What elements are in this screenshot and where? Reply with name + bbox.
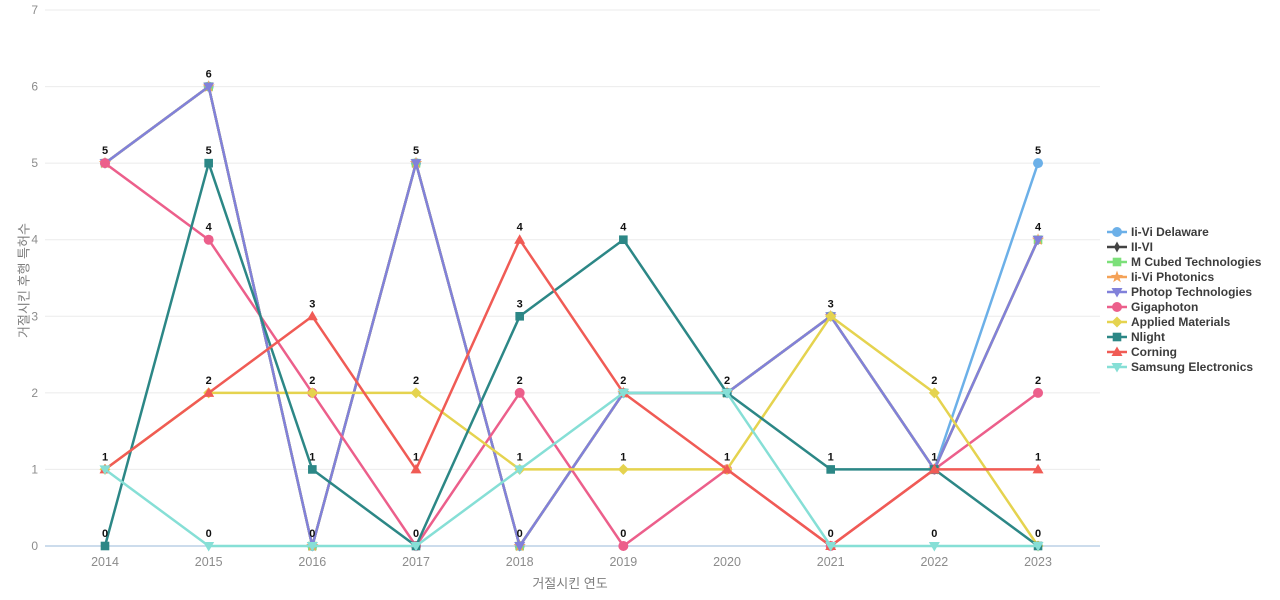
series-nlight	[100, 158, 1043, 551]
point-value-label: 0	[828, 528, 834, 540]
ii-vi-photonics-legend-marker-icon	[1107, 270, 1127, 282]
m-cubed-technologies-legend-marker-icon	[1107, 257, 1127, 266]
legend-label: Nlight	[1131, 329, 1165, 344]
legend-label: Applied Materials	[1131, 314, 1231, 329]
point-value-label: 0	[517, 528, 523, 540]
corning-legend-marker-icon	[1107, 346, 1127, 356]
point-value-label: 2	[931, 375, 937, 387]
legend-item-gigaphoton[interactable]: Gigaphoton	[1106, 299, 1261, 314]
x-tick-label: 2015	[195, 555, 223, 569]
point-value-label: 1	[517, 451, 523, 463]
point-value-label: 0	[1035, 528, 1041, 540]
point-value-label: 1	[102, 451, 108, 463]
point-value-label: 1	[309, 451, 315, 463]
y-tick-label: 5	[31, 156, 38, 170]
legend-label: M Cubed Technologies	[1131, 254, 1262, 269]
point-value-label: 2	[1035, 375, 1041, 387]
y-tick-label: 7	[31, 3, 38, 17]
series-gigaphoton	[100, 158, 1044, 551]
samsung-electronics-legend-marker-icon	[1107, 362, 1127, 372]
point-value-label: 0	[931, 528, 937, 540]
point-value-label: 2	[724, 375, 730, 387]
point-value-label: 2	[309, 375, 315, 387]
point-value-label: 2	[413, 375, 419, 387]
point-value-label: 3	[309, 298, 315, 310]
gigaphoton-legend-marker-icon	[1107, 301, 1127, 312]
point-value-label: 1	[1035, 451, 1041, 463]
point-value-label: 5	[206, 145, 212, 157]
x-tick-label: 2017	[402, 555, 430, 569]
ii-vi-legend-marker-icon	[1107, 241, 1127, 252]
legend-label: Photop Technologies	[1131, 284, 1253, 299]
point-value-label: 5	[102, 145, 108, 157]
point-value-label: 6	[206, 69, 212, 81]
legend-label: Ii-Vi Delaware	[1131, 224, 1209, 239]
x-tick-label: 2020	[713, 555, 741, 569]
chart-legend: Ii-Vi Delaware II-VI M Cubed Technologies I…	[1106, 224, 1261, 374]
point-value-label: 1	[828, 451, 834, 463]
y-tick-label: 6	[31, 80, 38, 94]
point-value-label: 4	[620, 222, 627, 234]
x-tick-label: 2016	[298, 555, 326, 569]
point-value-label: 0	[413, 528, 419, 540]
point-value-label: 4	[1035, 222, 1042, 234]
y-tick-label: 3	[31, 309, 38, 323]
legend-item-corning[interactable]: Corning	[1106, 344, 1261, 359]
x-axis-title: 거절시킨 연도	[532, 576, 608, 591]
legend-item-ii-vi-delaware[interactable]: Ii-Vi Delaware	[1106, 224, 1261, 239]
point-value-label: 1	[413, 451, 419, 463]
value-labels: 5 1 0 6 5 4 2 0 3 2 1 0 5 2 1 0 4 3 2 1 0 4 2 1 0 2 1 3 1 0 2 1 0 5 4 2 1 0	[102, 69, 1042, 540]
series-samsung-electronics	[99, 388, 1044, 552]
y-tick-label: 4	[31, 233, 38, 247]
x-axis-ticks: 2014 2015 2016 2017 2018 2019 2020 2021 2022 2023	[91, 555, 1052, 569]
point-value-label: 3	[828, 298, 834, 310]
legend-label: Corning	[1131, 344, 1177, 359]
point-value-label: 1	[931, 451, 937, 463]
y-axis-title: 거절시킨 후행 특허수	[16, 223, 32, 338]
legend-item-applied-materials[interactable]: Applied Materials	[1106, 314, 1261, 329]
point-value-label: 4	[206, 222, 213, 234]
legend-item-nlight[interactable]: Nlight	[1106, 329, 1261, 344]
legend-label: Ii-Vi Photonics	[1131, 269, 1215, 284]
point-value-label: 0	[102, 528, 108, 540]
legend-label: II-VI	[1131, 239, 1154, 254]
x-tick-label: 2019	[609, 555, 637, 569]
applied-materials-legend-marker-icon	[1107, 316, 1127, 327]
point-value-label: 0	[309, 528, 315, 540]
y-tick-label: 0	[31, 539, 38, 553]
y-tick-label: 1	[31, 462, 38, 476]
point-value-label: 5	[413, 145, 419, 157]
point-value-label: 3	[517, 298, 523, 310]
legend-item-samsung-electronics[interactable]: Samsung Electronics	[1106, 359, 1261, 374]
legend-item-ii-vi[interactable]: II-VI	[1106, 239, 1261, 254]
x-tick-label: 2023	[1024, 555, 1052, 569]
point-value-label: 2	[517, 375, 523, 387]
ii-vi-delaware-legend-marker-icon	[1107, 226, 1127, 237]
x-tick-label: 2021	[817, 555, 845, 569]
photop-technologies-legend-marker-icon	[1107, 287, 1127, 297]
point-value-label: 1	[620, 451, 626, 463]
legend-item-photop-technologies[interactable]: Photop Technologies	[1106, 284, 1261, 299]
point-value-label: 0	[206, 528, 212, 540]
point-value-label: 2	[206, 375, 212, 387]
legend-label: Samsung Electronics	[1131, 359, 1254, 374]
legend-item-m-cubed-technologies[interactable]: M Cubed Technologies	[1106, 254, 1261, 269]
legend-item-ii-vi-photonics[interactable]: Ii-Vi Photonics	[1106, 269, 1261, 284]
x-tick-label: 2014	[91, 555, 119, 569]
nlight-legend-marker-icon	[1107, 332, 1127, 341]
x-tick-label: 2022	[920, 555, 948, 569]
point-value-label: 2	[620, 375, 626, 387]
x-tick-label: 2018	[506, 555, 534, 569]
point-value-label: 1	[724, 451, 730, 463]
y-axis-ticks: 0 1 2 3 4 5 6 7	[31, 3, 38, 553]
legend-label: Gigaphoton	[1131, 299, 1199, 314]
y-tick-label: 2	[31, 386, 38, 400]
point-value-label: 0	[620, 528, 626, 540]
point-value-label: 4	[517, 222, 524, 234]
point-value-label: 5	[1035, 145, 1041, 157]
